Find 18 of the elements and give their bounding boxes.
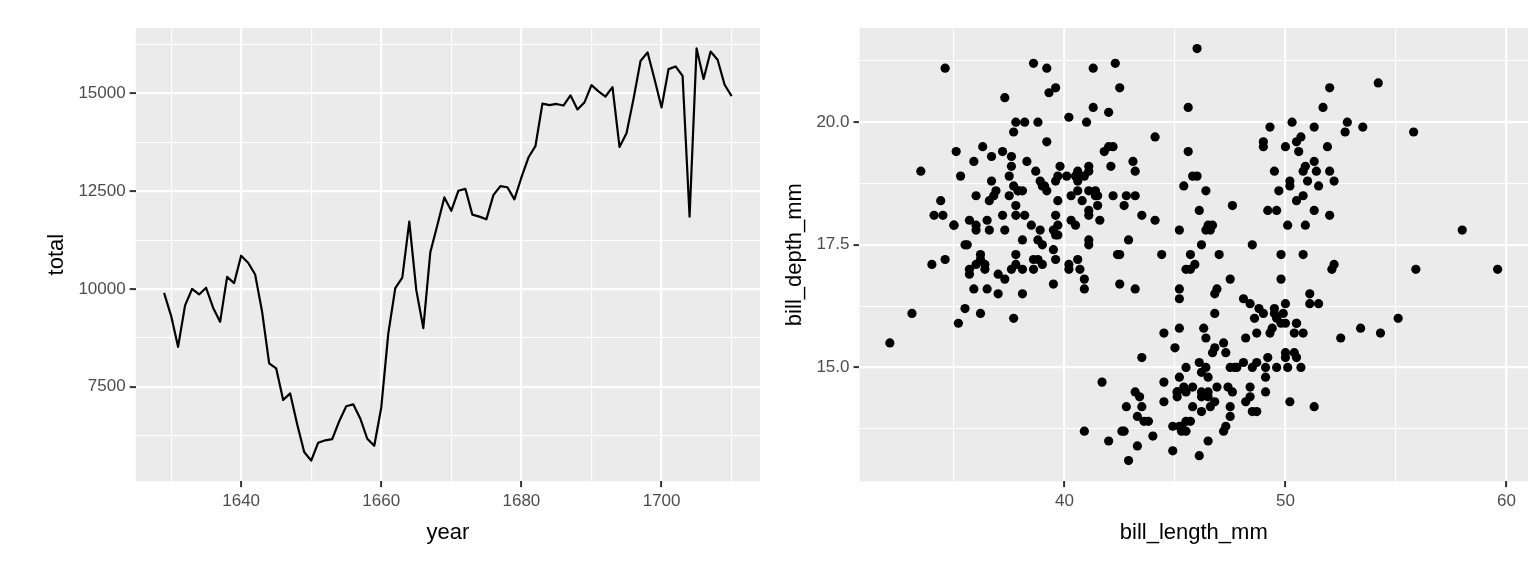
y-tick-label: 15.0 [816,357,850,377]
x-axis-title: year [426,518,470,544]
x-tick-label: 1640 [222,491,261,511]
x-tick-label: 50 [1276,491,1295,511]
y-tick-label: 12500 [78,180,126,200]
x-tick-label: 40 [1055,491,1074,511]
y-tick-label: 17.5 [816,234,850,254]
y-tick-label: 10000 [78,278,126,298]
y-axis-title: total [43,233,69,276]
x-tick-label: 60 [1496,491,1516,511]
y-tick-label: 15000 [78,83,126,103]
x-tick-label: 1700 [642,491,681,511]
x-tick-label: 1680 [502,491,541,511]
y-tick-label: 7500 [87,376,126,396]
y-tick-label: 20.0 [816,111,850,131]
y-axis-title: bill_depth_mm [781,183,807,327]
x-tick-label: 1660 [362,491,401,511]
x-axis-title: bill_length_mm [1119,518,1268,544]
